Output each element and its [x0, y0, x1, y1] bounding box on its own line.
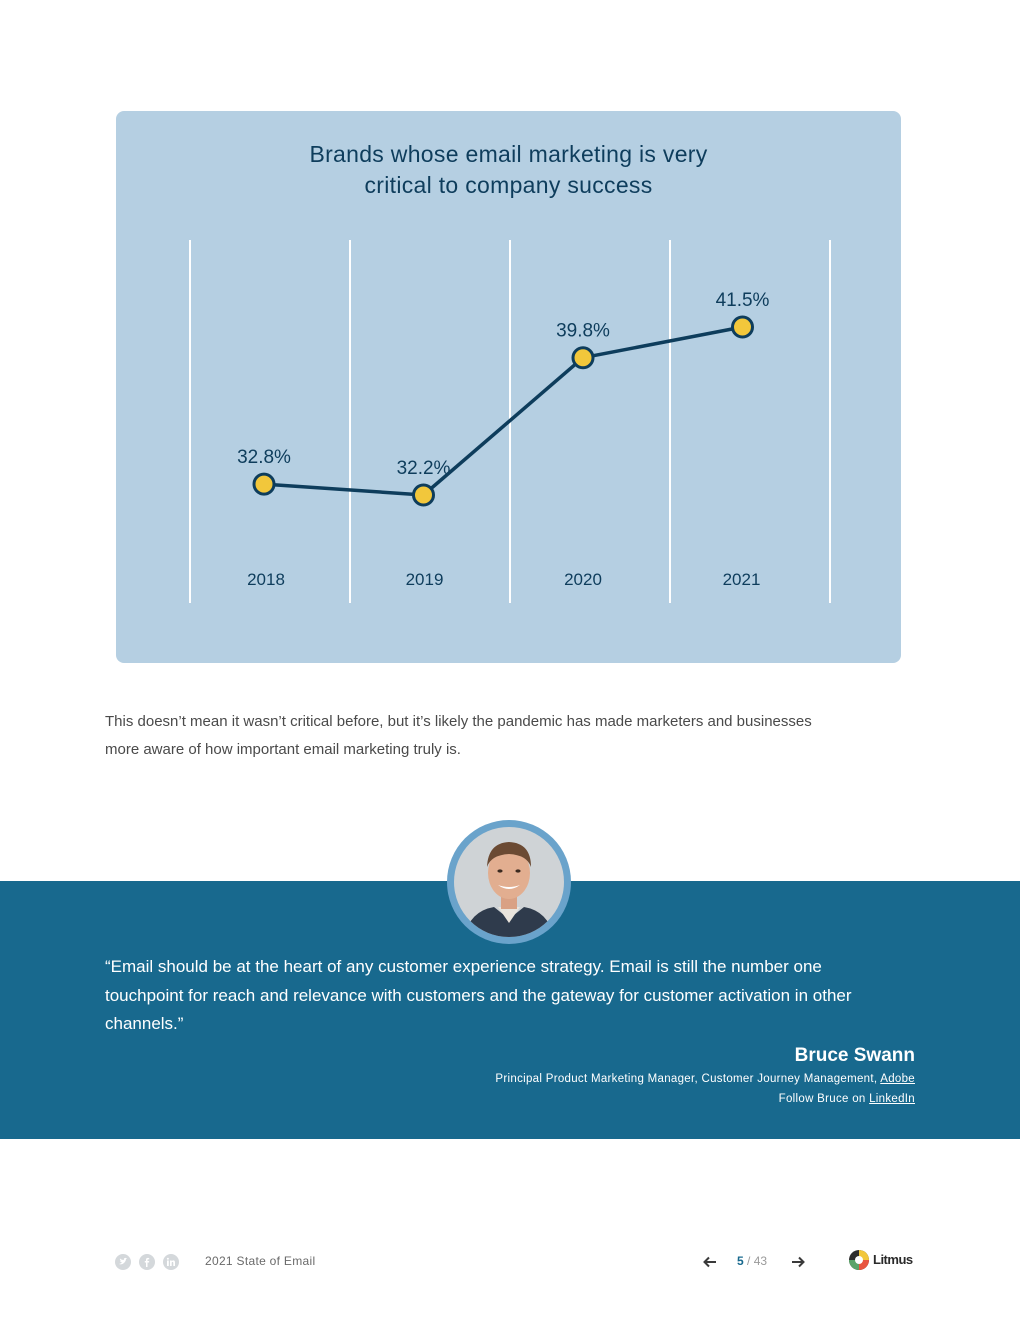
litmus-logo-icon — [848, 1249, 870, 1276]
author-follow: Follow Bruce on LinkedIn — [779, 1093, 915, 1105]
author-name: Bruce Swann — [794, 1045, 915, 1066]
chart-card: Brands whose email marketing is very cri… — [116, 111, 901, 663]
prev-page-arrow-icon[interactable] — [703, 1255, 717, 1273]
testimonial-quote: “Email should be at the heart of any cus… — [105, 953, 920, 1039]
linkedin-link[interactable]: LinkedIn — [869, 1093, 915, 1105]
x-tick-label: 2021 — [723, 570, 761, 589]
data-label: 41.5% — [716, 290, 770, 311]
author-role: Principal Product Marketing Manager, Cus… — [495, 1073, 915, 1085]
litmus-logo-text: Litmus — [873, 1252, 913, 1267]
company-link[interactable]: Adobe — [880, 1073, 915, 1085]
facebook-icon[interactable] — [139, 1254, 155, 1270]
chart-title-line-1: Brands whose email marketing is very — [309, 141, 708, 167]
quote-line-2: touchpoint for reach and relevance with … — [105, 985, 852, 1005]
author-avatar — [447, 820, 571, 944]
x-tick-label: 2020 — [564, 570, 602, 589]
twitter-icon[interactable] — [115, 1254, 131, 1270]
author-photo — [454, 827, 564, 937]
document-title: 2021 State of Email — [205, 1254, 316, 1268]
x-tick-label: 2018 — [247, 570, 285, 589]
data-label: 32.2% — [397, 458, 451, 479]
data-label: 39.8% — [556, 321, 610, 342]
page-indicator: 5 / 43 — [737, 1254, 767, 1268]
body-line-1: This doesn’t mean it wasn’t critical bef… — [105, 713, 812, 730]
data-point — [412, 483, 435, 507]
chart-title-line-2: critical to company success — [364, 172, 653, 198]
body-paragraph: This doesn’t mean it wasn’t critical bef… — [105, 708, 905, 764]
quote-line-1: “Email should be at the heart of any cus… — [105, 957, 822, 976]
data-point — [571, 346, 595, 370]
linkedin-icon[interactable] — [163, 1254, 179, 1270]
line-chart: 32.8% 2018 32.2% 2019 39.8% 2020 41.5% 2021 — [189, 240, 831, 603]
current-page: 5 — [737, 1254, 744, 1268]
chart-title: Brands whose email marketing is very cri… — [116, 139, 901, 201]
data-point — [731, 315, 754, 339]
total-pages: 43 — [753, 1254, 768, 1268]
quote-line-3: channels.” — [105, 1014, 184, 1033]
data-label: 32.8% — [237, 447, 291, 468]
body-line-2: more aware of how important email market… — [105, 741, 461, 758]
x-tick-label: 2019 — [406, 570, 444, 589]
series-line — [263, 325, 743, 497]
follow-text: Follow Bruce on — [778, 1093, 866, 1105]
page-separator: / — [747, 1254, 751, 1268]
next-page-arrow-icon[interactable] — [791, 1255, 805, 1273]
data-point — [252, 472, 276, 496]
author-role-text: Principal Product Marketing Manager, Cus… — [495, 1073, 878, 1085]
page-footer: 2021 State of Email 5 / 43 Litmus — [0, 1240, 1020, 1284]
